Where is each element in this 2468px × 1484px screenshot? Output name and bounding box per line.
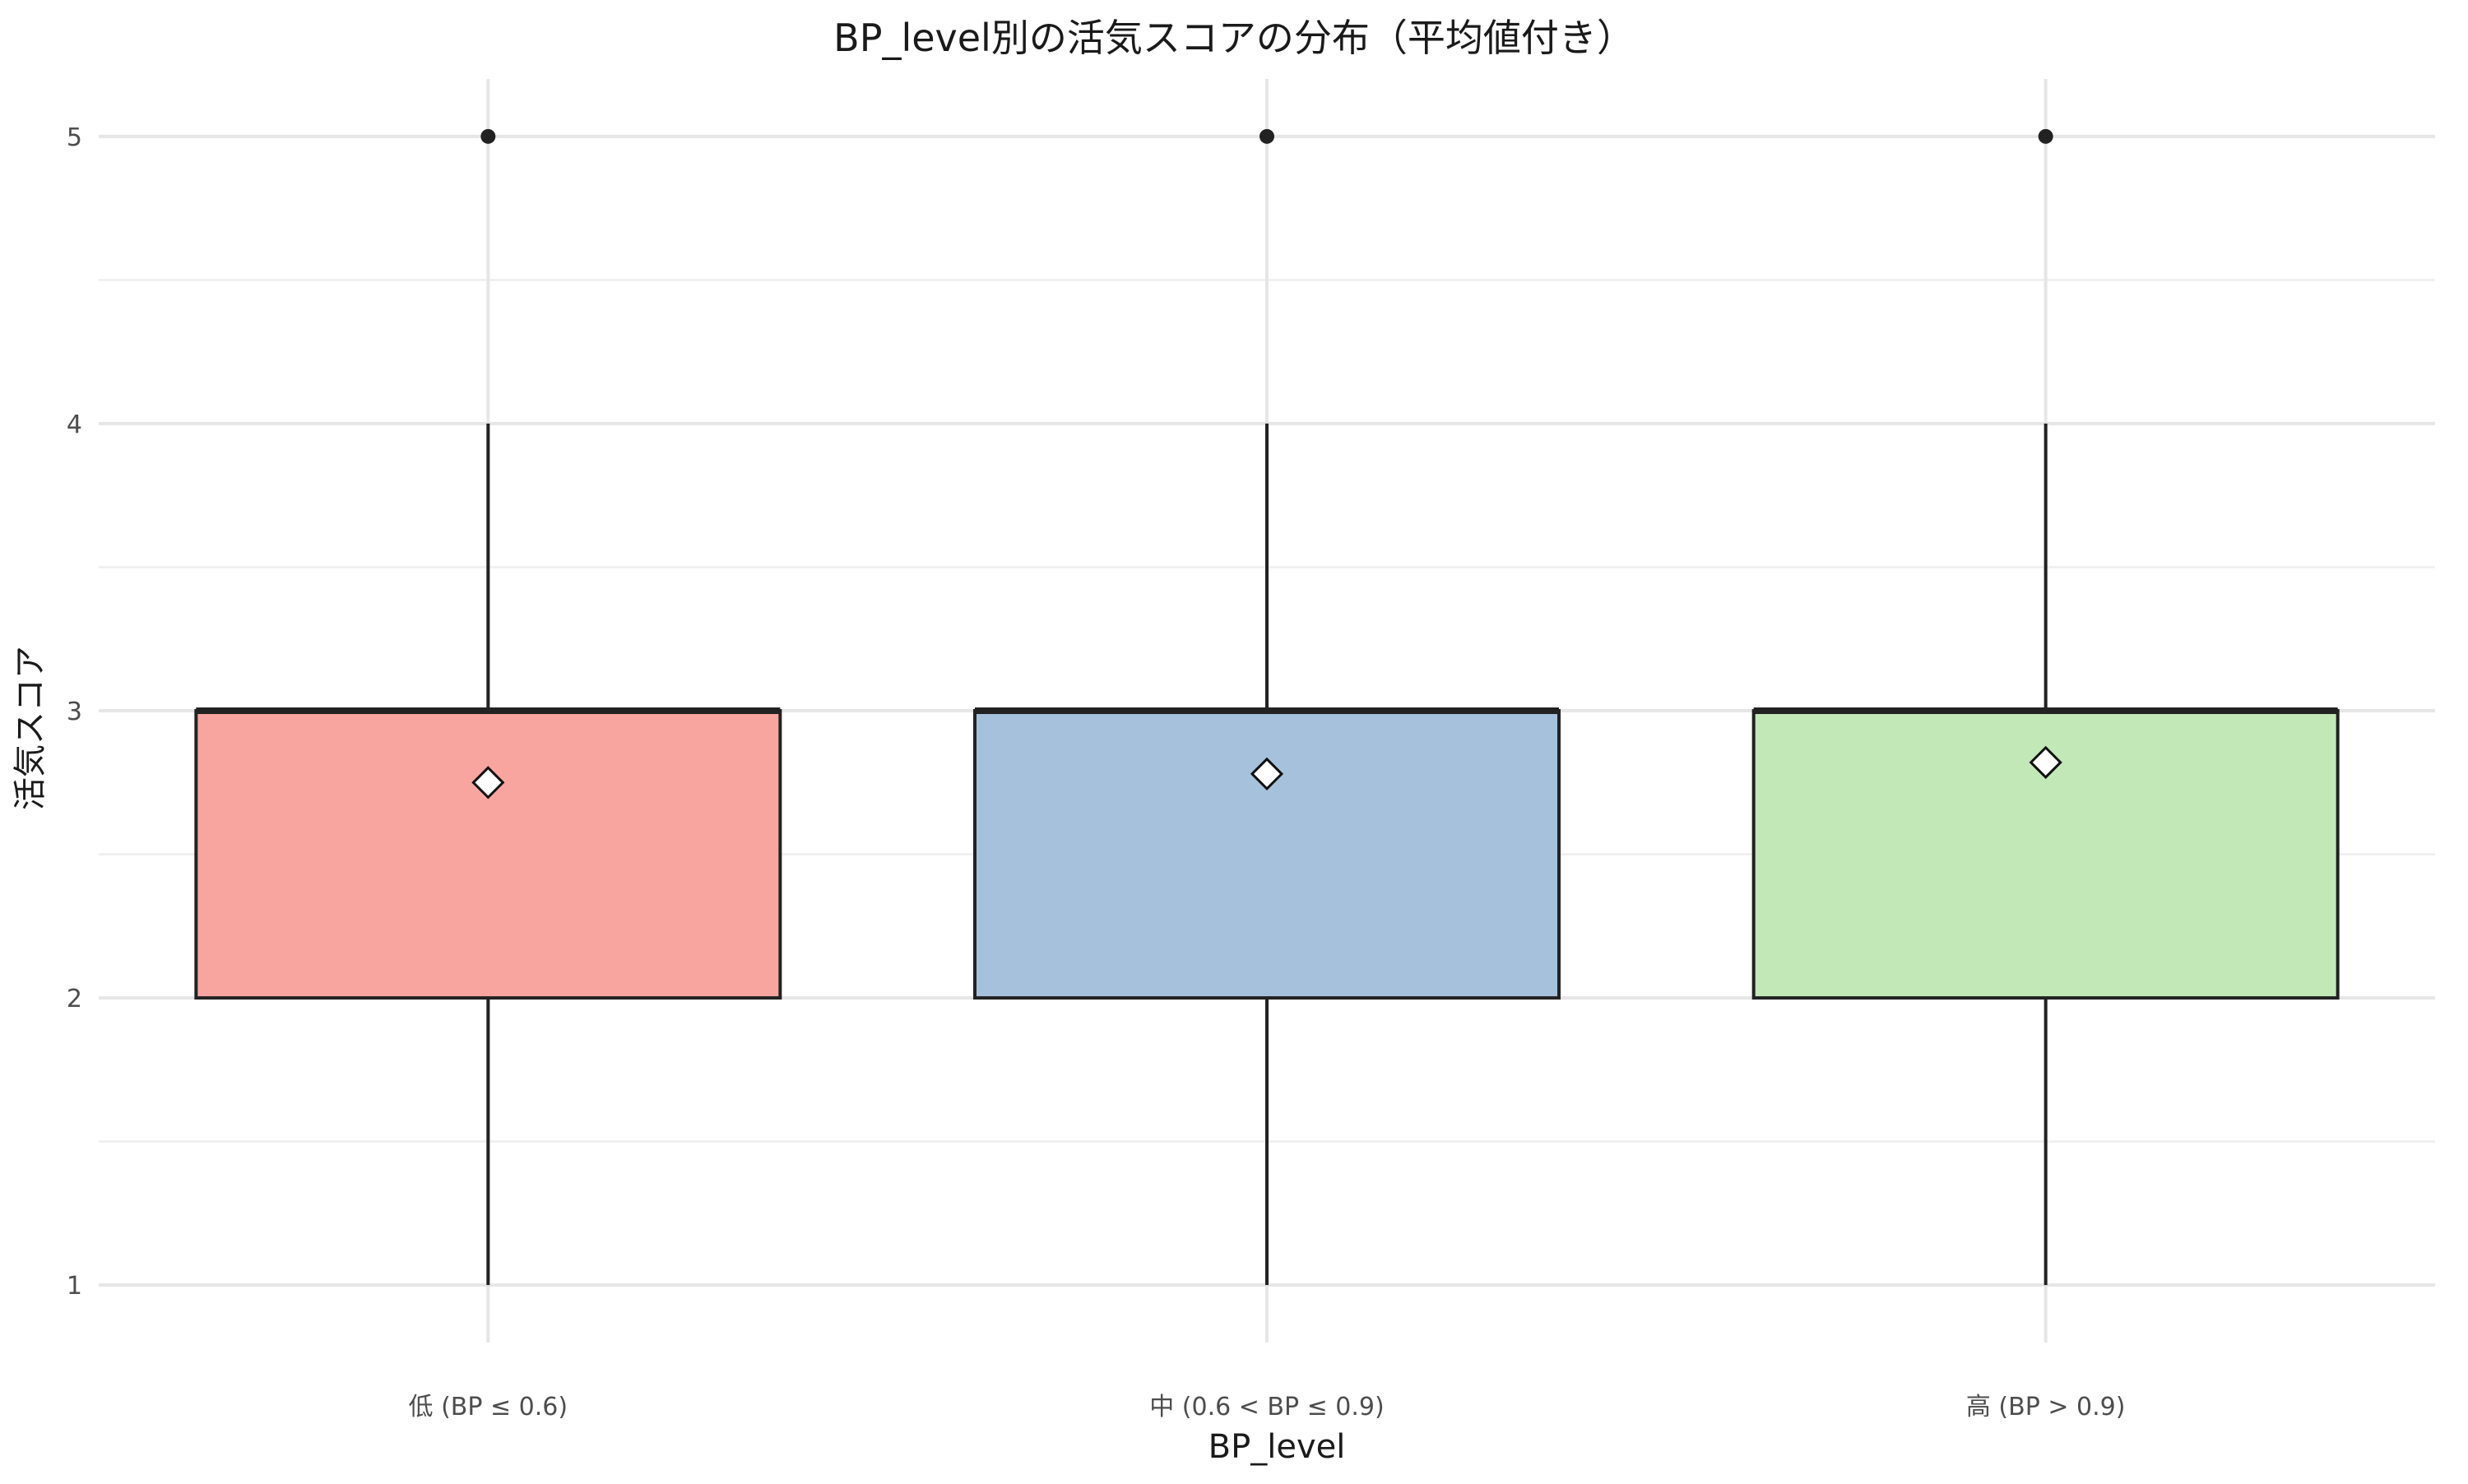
outlier-point bbox=[1260, 128, 1274, 144]
x-tick-label: 高 (BP > 0.9) bbox=[1966, 1393, 2126, 1421]
mean-marker bbox=[471, 766, 505, 800]
y-tick-label: 2 bbox=[67, 985, 82, 1013]
mean-marker bbox=[1250, 757, 1284, 791]
y-axis-title: 活気スコア bbox=[12, 646, 49, 810]
y-tick-label: 4 bbox=[67, 410, 82, 439]
x-tick-labels: 低 (BP ≤ 0.6) 中 (0.6 < BP ≤ 0.9) 高 (BP > 0.… bbox=[409, 1393, 2126, 1421]
box-group bbox=[1751, 128, 2340, 1286]
outlier-point bbox=[480, 128, 496, 144]
x-axis-title: BP_level bbox=[1208, 1428, 1346, 1466]
y-tick-label: 1 bbox=[67, 1272, 82, 1301]
x-tick-label: 低 (BP ≤ 0.6) bbox=[409, 1393, 568, 1421]
box-group bbox=[973, 128, 1561, 1286]
box-layer bbox=[194, 128, 2340, 1286]
y-tick-label: 5 bbox=[67, 123, 82, 152]
box-body bbox=[194, 709, 782, 1000]
outlier-point bbox=[2038, 128, 2053, 144]
box-body bbox=[973, 709, 1561, 1000]
y-tick-label: 3 bbox=[67, 698, 82, 726]
x-tick-label: 中 (0.6 < BP ≤ 0.9) bbox=[1149, 1393, 1384, 1421]
chart-title: BP_level別の活気スコアの分布（平均値付き） bbox=[833, 16, 1635, 60]
box-group bbox=[194, 128, 782, 1286]
y-tick-labels: 1 2 3 4 5 bbox=[67, 123, 82, 1301]
mean-marker bbox=[2029, 745, 2062, 779]
